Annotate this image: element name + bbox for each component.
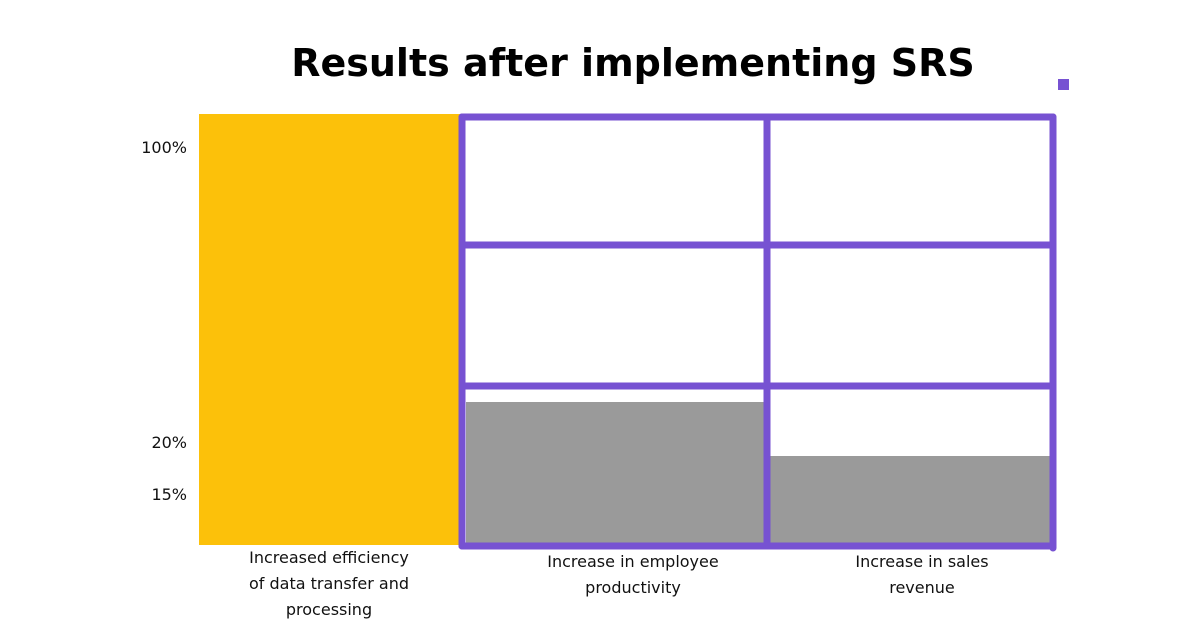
y-axis-ticks: 100% 20% 15% bbox=[141, 138, 187, 504]
grid-frame bbox=[458, 113, 1057, 552]
bar-3 bbox=[770, 456, 1051, 545]
category-label-line: Increased efficiency bbox=[249, 548, 409, 567]
bars-layer bbox=[199, 114, 1051, 545]
y-tick-label: 15% bbox=[151, 485, 187, 504]
category-label-line: of data transfer and bbox=[249, 574, 409, 593]
category-label-line: Increase in employee bbox=[547, 552, 718, 571]
chart-title: Results after implementing SRS bbox=[291, 41, 975, 85]
category-label-line: revenue bbox=[889, 578, 955, 597]
category-label-line: productivity bbox=[585, 578, 681, 597]
bar-2 bbox=[466, 402, 764, 545]
category-label: Increase in employee productivity bbox=[547, 552, 718, 597]
category-label: Increase in sales revenue bbox=[855, 552, 988, 597]
y-tick-label: 100% bbox=[141, 138, 187, 157]
category-label-line: Increase in sales bbox=[855, 552, 988, 571]
bar-1 bbox=[199, 114, 462, 545]
category-label: Increased efficiency of data transfer and… bbox=[249, 548, 409, 619]
decorative-square bbox=[1058, 79, 1069, 90]
x-axis-categories: Increased efficiency of data transfer and… bbox=[249, 548, 989, 619]
category-label-line: processing bbox=[286, 600, 372, 619]
y-tick-label: 20% bbox=[151, 433, 187, 452]
